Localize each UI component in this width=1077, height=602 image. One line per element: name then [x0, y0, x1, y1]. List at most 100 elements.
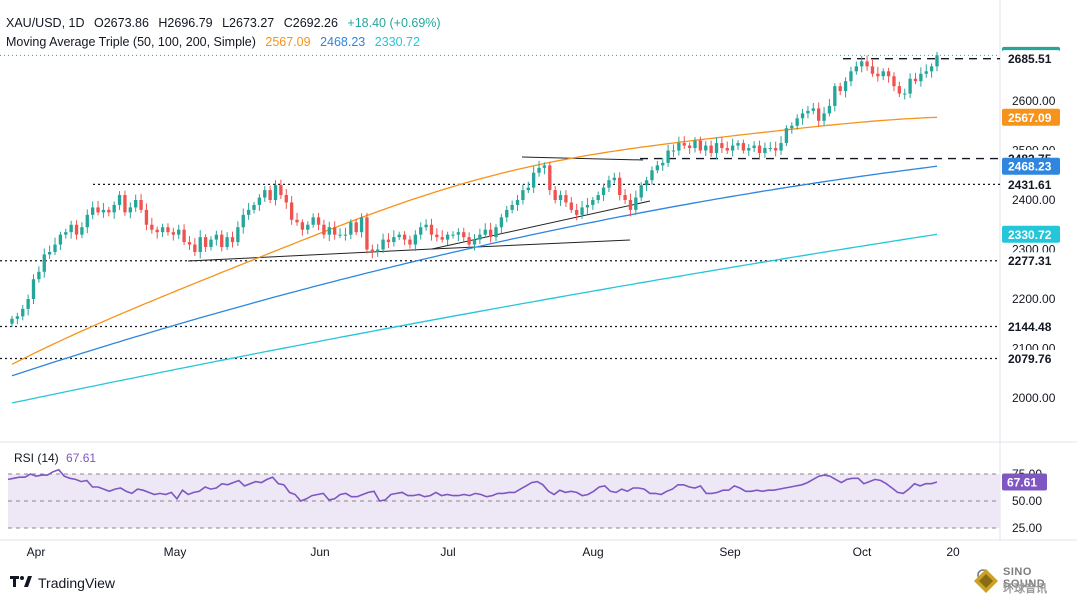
- price-label-text: 2685.51: [1008, 52, 1052, 66]
- candle-body: [53, 244, 57, 252]
- candle-body: [354, 222, 358, 233]
- candle-body: [870, 66, 875, 74]
- candle-body: [499, 217, 504, 228]
- tradingview-brand[interactable]: TradingView: [10, 574, 115, 592]
- candle-body: [128, 207, 132, 213]
- candle-body: [720, 143, 724, 149]
- time-tick-label: Apr: [27, 545, 46, 559]
- candle-body: [96, 207, 100, 213]
- rsi-line: [7, 468, 938, 502]
- watermark-line2: 环球音讯: [1003, 583, 1047, 595]
- time-tick-label: Aug: [582, 545, 603, 559]
- candle-body: [26, 299, 30, 309]
- candle-body: [747, 148, 751, 151]
- sma100-line: [11, 165, 938, 377]
- candle-body: [112, 204, 116, 213]
- candle-body: [279, 185, 283, 196]
- candle-body: [569, 202, 573, 210]
- high-value: H2696.79: [158, 16, 213, 30]
- candle-body: [451, 234, 455, 236]
- price-label-box: [1002, 157, 1060, 175]
- candle-body: [327, 227, 331, 235]
- trendline-jul-high: [521, 156, 644, 161]
- candle-body: [736, 143, 740, 146]
- time-tick-label: Sep: [719, 545, 741, 559]
- candle-body: [225, 237, 229, 248]
- candle-body: [935, 55, 939, 67]
- price-label-text: 2079.76: [1008, 352, 1052, 366]
- rsi-label[interactable]: RSI (14): [14, 451, 59, 465]
- price-label-text: 2567.09: [1008, 111, 1052, 125]
- candle-body: [241, 214, 245, 228]
- candle-body: [827, 105, 832, 114]
- candle-body: [483, 229, 487, 235]
- time-tick-label: Oct: [853, 545, 872, 559]
- sino-sound-watermark: SINO SOUND 环球音讯: [973, 566, 1069, 598]
- candle-body: [800, 113, 805, 119]
- candle-body: [779, 143, 783, 151]
- candle-body: [381, 239, 385, 250]
- candle-body: [177, 229, 181, 235]
- candle-body: [913, 78, 918, 82]
- candle-body: [252, 204, 256, 210]
- rsi-tick-label: 25.00: [1012, 521, 1042, 535]
- candle-body: [64, 232, 68, 235]
- price-labels: 2692.262685.512567.092483.752468.232431.…: [1002, 46, 1060, 368]
- candle-body: [467, 237, 471, 245]
- candle-body: [230, 237, 235, 243]
- candle-body: [714, 143, 719, 153]
- rsi-value-box: [1002, 473, 1047, 491]
- tradingview-logo-icon: [10, 574, 32, 592]
- price-label-box: [1002, 50, 1060, 68]
- candle-body: [531, 172, 536, 188]
- candle-body: [876, 73, 880, 77]
- price-label-text: 2431.61: [1008, 178, 1052, 192]
- candle-body: [74, 224, 79, 235]
- price-label-text: 2144.48: [1008, 320, 1052, 334]
- candle-body: [650, 170, 654, 181]
- candle-body: [709, 145, 713, 153]
- candle-body: [295, 219, 299, 223]
- ma200-value: 2330.72: [374, 35, 420, 49]
- candle-body: [193, 244, 197, 252]
- candle-body: [881, 71, 885, 77]
- price-label-box: [1002, 108, 1060, 126]
- candle-body: [634, 197, 638, 210]
- candle-body: [704, 145, 708, 151]
- ma-indicator-label[interactable]: Moving Average Triple (50, 100, 200, Sim…: [6, 35, 256, 49]
- candle-body: [655, 165, 660, 171]
- candle-body: [424, 224, 428, 228]
- candle-body: [198, 237, 202, 252]
- open-value: O2673.86: [93, 16, 149, 30]
- candle-body: [596, 195, 600, 200]
- symbol-label[interactable]: XAU/USD, 1D: [6, 16, 85, 30]
- rsi-header-value: 67.61: [66, 451, 97, 465]
- candle-body: [150, 224, 154, 230]
- candle-body: [359, 217, 364, 233]
- candle-body: [478, 234, 482, 240]
- candle-body: [91, 207, 95, 215]
- candle-body: [903, 93, 907, 95]
- candle-body: [860, 61, 864, 67]
- candle-body: [795, 118, 799, 126]
- candle-body: [370, 249, 374, 252]
- candle-body: [929, 66, 934, 72]
- candle-body: [311, 217, 315, 225]
- candle-body: [257, 197, 262, 205]
- candle-body: [343, 234, 348, 236]
- candle-body: [548, 165, 552, 191]
- candle-body: [220, 234, 224, 248]
- price-label-box: [1002, 350, 1060, 368]
- rsi-tick-label: 50.00: [1012, 494, 1042, 508]
- price-label-box: [1002, 317, 1060, 335]
- candle-body: [58, 234, 63, 245]
- candle-body: [838, 86, 842, 92]
- candle-body: [246, 209, 251, 215]
- candle-body: [768, 148, 772, 150]
- candle-body: [123, 195, 127, 213]
- price-tick-label: 2000.00: [1012, 391, 1056, 405]
- candle-body: [558, 195, 563, 200]
- candle-body: [306, 224, 310, 230]
